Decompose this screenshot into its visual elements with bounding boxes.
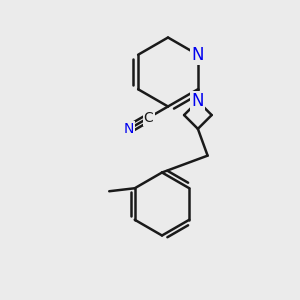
Text: C: C bbox=[144, 111, 153, 125]
Text: N: N bbox=[192, 92, 204, 110]
Text: N: N bbox=[124, 122, 134, 136]
Text: N: N bbox=[192, 46, 204, 64]
